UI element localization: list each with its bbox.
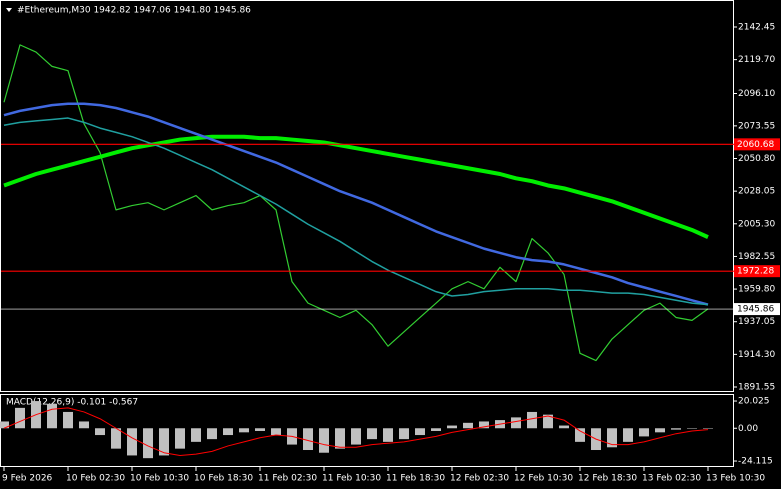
signal-line [3, 407, 709, 456]
x-tick-label: 11 Feb 18:30 [386, 474, 445, 484]
y-tick-label: 2119.70 [738, 55, 775, 65]
histogram-bar [271, 428, 281, 436]
y-tick-label: 1891.55 [738, 383, 775, 393]
histogram-bar [479, 421, 489, 429]
histogram-bar [639, 428, 649, 437]
x-tick-label: 11 Feb 10:30 [322, 474, 381, 484]
x-tick-label: 12 Feb 18:30 [578, 474, 637, 484]
y-tick-label: 2142.45 [738, 23, 775, 33]
level-label: 1945.86 [737, 305, 774, 315]
histogram-bar [79, 421, 89, 429]
menu-arrow[interactable] [6, 8, 12, 12]
level-label: 2060.68 [737, 140, 774, 150]
y-tick-label: 1914.30 [738, 350, 775, 360]
level-box [734, 265, 780, 278]
histogram-bar [399, 428, 409, 440]
histogram-bar [367, 428, 377, 440]
histogram-bar [223, 428, 233, 436]
y-tick-label: 20.025 [738, 397, 770, 407]
x-tick-label: 10 Feb 18:30 [194, 474, 253, 484]
histogram-bar [447, 425, 457, 429]
histogram-bar [607, 428, 617, 448]
histogram-bar [383, 428, 393, 442]
histogram-bar [575, 428, 585, 442]
x-tick-label: 12 Feb 02:30 [450, 474, 509, 484]
histogram-bar [63, 411, 73, 429]
histogram-bar [111, 428, 121, 449]
level-box [734, 138, 780, 151]
histogram-bar [159, 428, 169, 456]
y-tick-label: 2050.80 [738, 154, 775, 164]
histogram-bar [143, 428, 153, 459]
histogram-bar [623, 428, 633, 442]
y-tick-label: 1937.05 [738, 317, 775, 327]
histogram-bar [431, 428, 441, 431]
histogram-bar [351, 428, 361, 445]
header: #Ethereum,M30 1942.82 1947.06 1941.80 19… [17, 6, 251, 16]
histogram-bar [511, 417, 521, 429]
histogram-bar [335, 428, 345, 449]
x-tick-label: 10 Feb 02:30 [66, 474, 125, 484]
histogram-bar [47, 403, 57, 429]
histogram-bar [415, 428, 425, 436]
histogram-bar [703, 428, 713, 429]
y-tick-label: -24.115 [738, 457, 773, 467]
histogram-bar [239, 428, 249, 433]
x-tick-label: 13 Feb 10:30 [706, 474, 765, 484]
ma-slow [3, 134, 709, 239]
x-tick-label: 11 Feb 02:30 [258, 474, 317, 484]
macd-label: MACD(12,26,9) -0.101 -0.567 [6, 398, 138, 408]
histogram-bar [191, 428, 201, 442]
level-label: 1972.28 [737, 267, 774, 277]
y-tick-label: 1959.80 [738, 285, 775, 295]
main-frame [0, 0, 734, 392]
y-tick-label: 2005.30 [738, 219, 775, 229]
histogram-bar [0, 421, 9, 429]
price-line [3, 44, 709, 362]
level-box [734, 303, 780, 316]
histogram-bar [687, 428, 697, 429]
indicator-frame [0, 394, 734, 467]
histogram-bar [655, 428, 665, 433]
x-tick-label: 10 Feb 10:30 [130, 474, 189, 484]
histogram-bar [319, 428, 329, 453]
histogram-bar [463, 422, 473, 429]
histogram-bar [175, 428, 185, 449]
histogram-bar [15, 407, 25, 429]
x-tick-label: 12 Feb 10:30 [514, 474, 573, 484]
histogram-bar [671, 428, 681, 430]
y-tick-label: 0.00 [738, 424, 758, 434]
histogram-bar [543, 414, 553, 429]
histogram-bar [127, 428, 137, 456]
y-tick-label: 2096.10 [738, 89, 775, 99]
histogram-bar [559, 425, 569, 429]
ma-fast [3, 117, 709, 306]
histogram-bar [95, 428, 105, 436]
x-tick-label: 9 Feb 2026 [2, 474, 53, 484]
histogram-bar [207, 428, 217, 440]
y-tick-label: 2073.55 [738, 121, 775, 131]
histogram-bar [527, 411, 537, 429]
histogram-bar [303, 428, 313, 451]
y-tick-label: 1982.55 [738, 252, 775, 262]
x-tick-label: 13 Feb 02:30 [642, 474, 701, 484]
histogram-bar [255, 428, 265, 431]
y-tick-label: 2028.05 [738, 187, 775, 197]
